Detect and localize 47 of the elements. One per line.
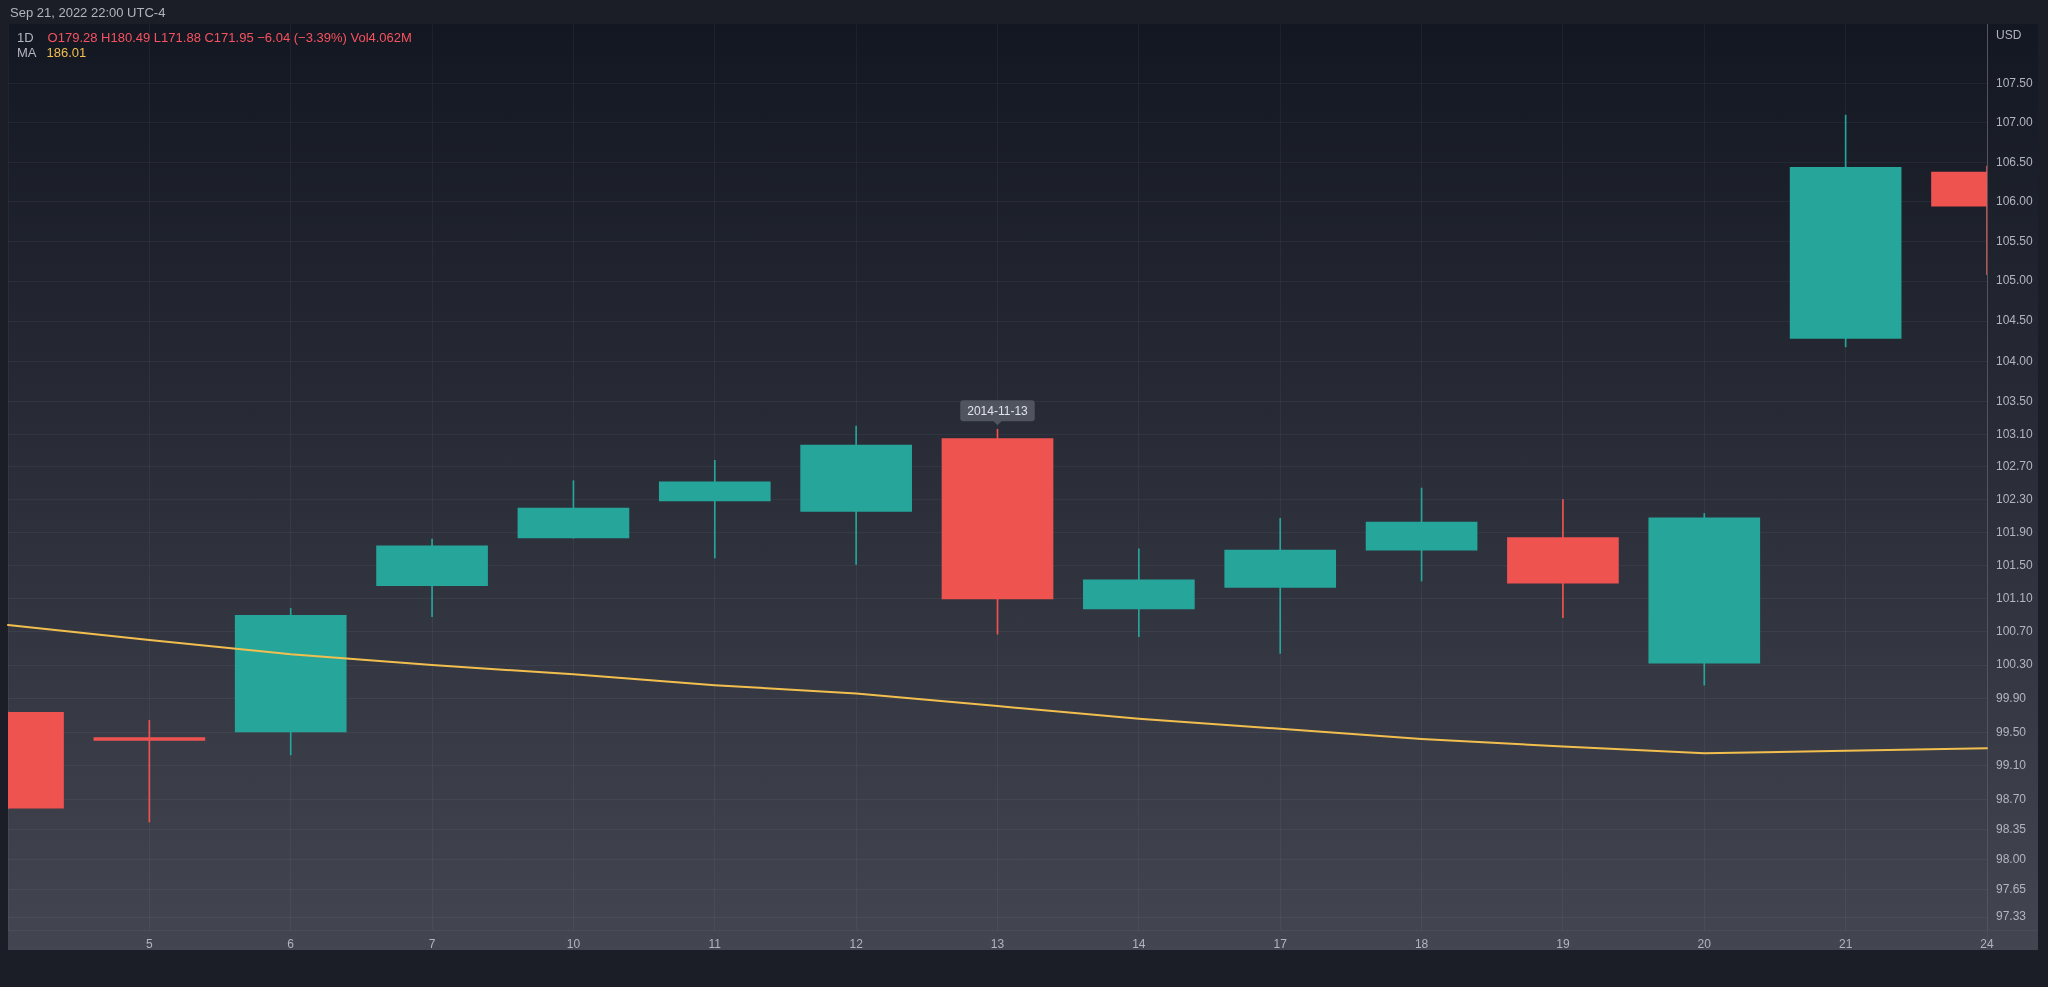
y-tick-label: 101.50 [1996, 557, 2034, 572]
y-tick-label: 101.10 [1996, 590, 2034, 605]
text: O179.28 H180.49 L171.88 C171.95 −6.04 (−3.39%) Vol4.062M [47, 29, 412, 45]
x-tick-label: 19 [1556, 936, 1570, 951]
y-tick-label: 104.50 [1996, 313, 2034, 328]
y-tick-label: 98.70 [1996, 792, 2027, 807]
candlestick [658, 459, 771, 559]
y-tick-label: 99.90 [1996, 690, 2027, 705]
y-tick-label: 107.00 [1996, 115, 2034, 130]
y-tick-label: 97.33 [1996, 909, 2027, 924]
x-tick-label: 18 [1414, 936, 1429, 951]
x-tick-label: 7 [428, 936, 436, 951]
y-tick-label: 102.70 [1996, 459, 2034, 474]
y-tick-label: 102.30 [1996, 491, 2034, 506]
y-tick-label: 105.50 [1996, 233, 2034, 248]
annotation: 186.01 [46, 44, 87, 60]
x-tick-label: 5 [146, 936, 154, 951]
y-axis-title: USD [1996, 28, 2022, 43]
y-tick-label: 107.50 [1996, 76, 2034, 91]
text: 1D [17, 29, 34, 45]
y-tick-label: 98.00 [1996, 851, 2027, 866]
x-tick-label: 21 [1838, 936, 1853, 951]
y-tick-label: 104.00 [1996, 353, 2034, 368]
y-tick-label: 103.50 [1996, 394, 2034, 409]
x-tick-label: 17 [1273, 936, 1288, 951]
x-tick-label: 10 [566, 936, 581, 951]
y-tick-label: 105.00 [1996, 273, 2034, 288]
text: Sep 21, 2022 22:00 UTC-4 [10, 4, 166, 20]
y-tick-label: 100.30 [1996, 657, 2034, 672]
y-tick-label: 101.90 [1996, 524, 2034, 539]
y-tick-label: 97.65 [1996, 881, 2027, 896]
annotation: 2014-11-13 [967, 403, 1029, 418]
text: MA [17, 44, 37, 60]
x-tick-label: 12 [849, 936, 864, 951]
y-tick-label: 99.10 [1996, 758, 2027, 773]
y-tick-label: 98.35 [1996, 821, 2027, 836]
x-tick-label: 11 [708, 936, 722, 951]
x-tick-label: 20 [1697, 936, 1712, 951]
y-tick-label: 106.50 [1996, 154, 2034, 169]
y-tick-label: 100.70 [1996, 624, 2034, 638]
y-tick-label: 106.00 [1996, 193, 2034, 208]
x-tick-label: 14 [1132, 936, 1146, 951]
y-tick-label: 99.50 [1996, 724, 2027, 739]
x-tick-label: 13 [990, 936, 1005, 951]
y-tick-label: 103.10 [1996, 426, 2034, 441]
x-tick-label: 24 [1980, 936, 1994, 951]
x-tick-label: 6 [287, 936, 295, 951]
